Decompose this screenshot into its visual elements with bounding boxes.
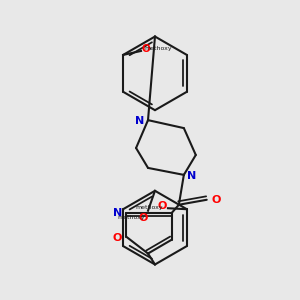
Text: O: O: [142, 44, 150, 54]
Text: methoxy: methoxy: [135, 205, 163, 210]
Text: N: N: [135, 116, 145, 126]
Text: methoxy: methoxy: [117, 215, 145, 220]
Text: methoxy: methoxy: [144, 46, 172, 52]
Text: O: O: [138, 213, 148, 223]
Text: N: N: [112, 208, 122, 218]
Text: O: O: [112, 232, 122, 243]
Text: O: O: [157, 201, 167, 211]
Text: O: O: [211, 195, 220, 205]
Text: N: N: [187, 171, 196, 181]
